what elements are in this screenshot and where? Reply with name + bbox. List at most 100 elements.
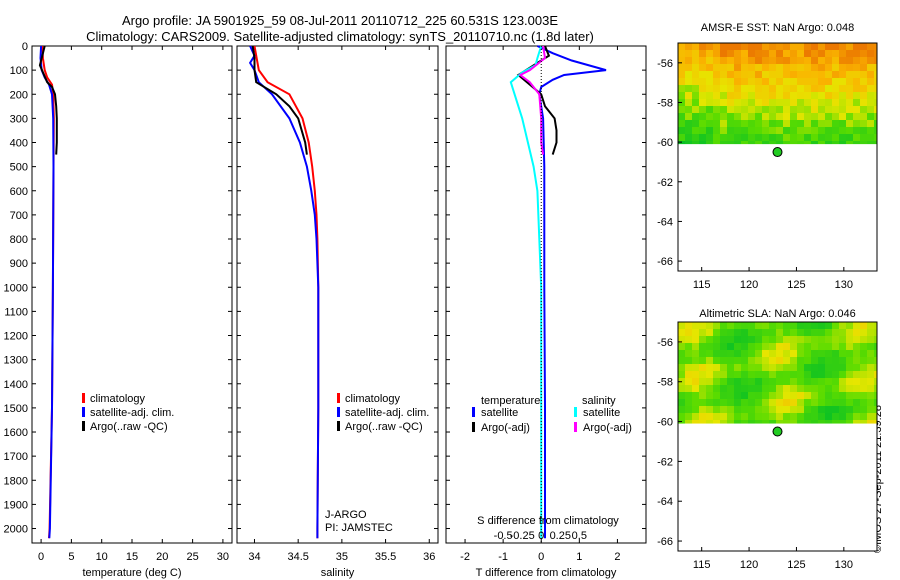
y-tick-label: -58 (657, 97, 673, 109)
y-tick-label: 300 (10, 113, 28, 125)
x-tick-label: 30 (217, 551, 229, 563)
y-tick-label: 1100 (4, 306, 28, 318)
map-title: Altimetric SLA: NaN Argo: 0.046 (699, 308, 856, 320)
x-tick-label: 115 (693, 559, 711, 571)
y-tick-label: 900 (10, 258, 28, 270)
map-frame (677, 321, 878, 552)
y-tick-label: 1000 (4, 282, 28, 294)
y-tick-label: 1900 (4, 499, 28, 511)
annotation-program: J-ARGO (325, 509, 367, 521)
difference-panel: -2 -1 0 1 2 T difference from climatology temp… (445, 45, 647, 579)
sla-map: Altimetric SLA: NaN Argo: 0.046 -56 -58 -60… (657, 308, 878, 571)
secondary-tick-label: 0.25 (550, 530, 571, 542)
x-tick-label: 35 (336, 551, 348, 563)
y-tick-label: -66 (657, 256, 673, 268)
y-tick-label: -66 (657, 536, 673, 548)
legend-label: climatology (90, 393, 146, 405)
x-tick-label: 25 (186, 551, 198, 563)
y-tick-label: 0 (22, 41, 28, 53)
map-title: AMSR-E SST: NaN Argo: 0.048 (701, 22, 854, 34)
y-tick-label: -62 (657, 177, 673, 189)
x-tick-label: 5 (68, 551, 74, 563)
y-tick-label: -64 (657, 496, 673, 508)
legend-title: salinity (582, 395, 616, 407)
x-tick-label: 120 (740, 559, 758, 571)
y-tick-label: -62 (657, 456, 673, 468)
temperature-panel: 0100200300400500600700800900100011001200… (4, 41, 233, 579)
legend-marker (574, 407, 577, 417)
y-tick-label: -56 (657, 58, 673, 70)
x-tick-label: 35.5 (375, 551, 396, 563)
legend-label: Argo(-adj) (481, 422, 530, 434)
legend-marker (574, 422, 577, 432)
map-field (678, 43, 877, 145)
x-axis-label: temperature (deg C) (82, 567, 181, 579)
secondary-tick-label: -0.25 (510, 530, 535, 542)
x-tick-label: 125 (787, 559, 805, 571)
legend-label: Argo(..raw -QC) (90, 421, 168, 433)
legend-label: satellite (583, 407, 620, 419)
x-tick-label: 15 (126, 551, 138, 563)
y-tick-label: 1700 (4, 451, 28, 463)
x-tick-label: 20 (156, 551, 168, 563)
legend-title: temperature (481, 395, 540, 407)
secondary-tick-label: -0.5 (494, 530, 513, 542)
x-tick-label: 36 (423, 551, 435, 563)
x-tick-label: 34.5 (287, 551, 308, 563)
annotation-pi: PI: JAMSTEC (325, 522, 393, 534)
x-tick-label: 120 (740, 279, 758, 291)
x-tick-label: 10 (96, 551, 108, 563)
x-tick-label: 125 (787, 279, 805, 291)
x-tick-label: 34 (248, 551, 260, 563)
y-tick-label: 500 (10, 162, 28, 174)
y-tick-label: 1500 (4, 403, 28, 415)
map-field (678, 322, 877, 424)
legend-marker (472, 422, 475, 432)
y-tick-label: -60 (657, 417, 673, 429)
legend-label: Argo(-adj) (583, 422, 632, 434)
y-tick-label: -60 (657, 137, 673, 149)
y-tick-label: 1400 (4, 379, 28, 391)
secondary-tick-label: 0 (538, 530, 544, 542)
x-tick-label: 1 (576, 551, 582, 563)
legend-marker (472, 407, 475, 417)
legend-label: climatology (345, 393, 401, 405)
x-tick-label: 130 (835, 279, 853, 291)
x-axis-label: salinity (321, 567, 355, 579)
chart-title-line2: Climatology: CARS2009. Satellite-adjuste… (86, 29, 594, 44)
legend-label: satellite-adj. clim. (345, 407, 429, 419)
y-tick-label: 200 (10, 89, 28, 101)
x-tick-label: 130 (835, 559, 853, 571)
legend-marker (337, 421, 340, 431)
x-axis-label: T difference from climatology (476, 567, 617, 579)
secondary-tick-label: 0.5 (572, 530, 587, 542)
series-line-argo-raw-qc- (38, 45, 58, 155)
y-tick-label: 800 (10, 234, 28, 246)
sst-map: AMSR-E SST: NaN Argo: 0.048 -56 -58 -60 -62 -… (657, 22, 878, 291)
x-tick-label: -2 (460, 551, 470, 563)
x-tick-label: 2 (614, 551, 620, 563)
legend-marker (337, 393, 340, 403)
y-tick-label: 700 (10, 210, 28, 222)
y-tick-label: 1200 (4, 331, 28, 343)
legend-marker (82, 421, 85, 431)
profile-location-marker (772, 147, 783, 158)
secondary-axis-label: S difference from climatology (477, 515, 619, 527)
profile-location-marker (772, 426, 783, 437)
series-line-salinity-argo-adj- (518, 45, 547, 155)
y-tick-label: 400 (10, 138, 28, 150)
x-tick-label: 0 (538, 551, 544, 563)
y-tick-label: 2000 (4, 524, 28, 536)
series-line-argo-raw-qc- (251, 45, 308, 155)
legend-label: satellite-adj. clim. (90, 407, 174, 419)
legend-marker (82, 393, 85, 403)
y-tick-label: 100 (10, 65, 28, 77)
salinity-panel: 34 34.5 35 35.5 36 salinity climatology satelli… (236, 45, 439, 579)
series-line-satellite-adj-clim- (248, 45, 320, 539)
y-tick-label: 1600 (4, 427, 28, 439)
legend-label: Argo(..raw -QC) (345, 421, 423, 433)
x-tick-label: -1 (498, 551, 508, 563)
chart-title-line1: Argo profile: JA 5901925_59 08-Jul-2011 … (121, 13, 559, 28)
y-tick-label: 1800 (4, 475, 28, 487)
